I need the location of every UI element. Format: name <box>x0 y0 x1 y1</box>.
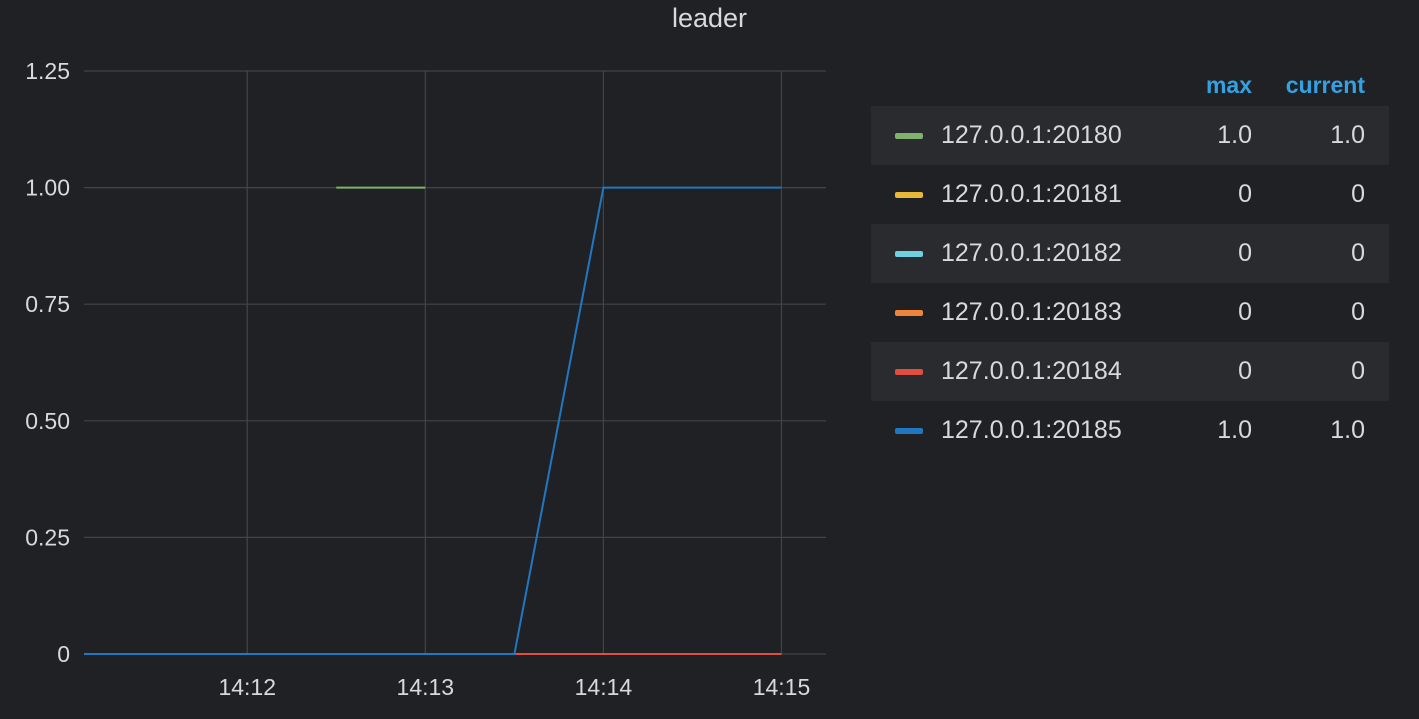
legend-item[interactable]: 127.0.0.1:20185 1.0 1.0 <box>871 401 1389 460</box>
legend-swatch[interactable] <box>895 369 923 375</box>
legend-current-value: 0 <box>1351 357 1365 385</box>
legend-max-value: 1.0 <box>1217 121 1252 149</box>
line-chart[interactable]: 0 0.25 0.50 0.75 1.00 1.25 14:12 14:13 14:14 14:1… <box>0 0 860 719</box>
legend-max-value: 0 <box>1238 239 1252 267</box>
panel-title: leader <box>671 3 748 33</box>
legend-max-value: 0 <box>1238 298 1252 326</box>
legend-item[interactable]: 127.0.0.1:20180 1.0 1.0 <box>871 106 1389 165</box>
legend-swatch[interactable] <box>895 192 923 198</box>
y-tick-label: 0.25 <box>25 524 70 550</box>
y-tick-label: 0.50 <box>25 408 70 434</box>
legend-series-name[interactable]: 127.0.0.1:20182 <box>941 239 1122 267</box>
legend-swatch[interactable] <box>895 251 923 257</box>
x-tick-label: 14:13 <box>397 674 455 700</box>
legend-item[interactable]: 127.0.0.1:20184 0 0 <box>871 342 1389 401</box>
x-tick-label: 14:12 <box>218 674 276 700</box>
legend-series-name[interactable]: 127.0.0.1:20181 <box>941 180 1122 208</box>
legend-current-value: 1.0 <box>1330 121 1365 149</box>
legend-max-value: 0 <box>1238 180 1252 208</box>
y-tick-label: 1.00 <box>25 175 70 201</box>
legend-swatch[interactable] <box>895 310 923 316</box>
legend-series-name[interactable]: 127.0.0.1:20180 <box>941 121 1122 149</box>
series-line[interactable] <box>84 186 782 655</box>
x-tick-label: 14:14 <box>575 674 633 700</box>
legend-current-value: 0 <box>1351 298 1365 326</box>
y-tick-label: 1.25 <box>25 58 70 84</box>
legend-header: max current <box>871 66 1389 106</box>
legend-series-name[interactable]: 127.0.0.1:20183 <box>941 298 1122 326</box>
legend-series-name[interactable]: 127.0.0.1:20185 <box>941 416 1122 444</box>
legend-swatch[interactable] <box>895 133 923 139</box>
legend-current-value: 0 <box>1351 180 1365 208</box>
legend-current-value: 0 <box>1351 239 1365 267</box>
legend-series-name[interactable]: 127.0.0.1:20184 <box>941 357 1122 385</box>
legend-max-value: 0 <box>1238 357 1252 385</box>
legend-max-value: 1.0 <box>1217 416 1252 444</box>
legend-swatch[interactable] <box>895 428 923 434</box>
legend-header-current[interactable]: current <box>1285 72 1365 98</box>
legend-header-max[interactable]: max <box>1205 72 1252 98</box>
legend: max current 127.0.0.1:20180 1.0 1.0 127.0.0… <box>871 66 1389 460</box>
y-tick-label: 0.75 <box>25 291 70 317</box>
legend-current-value: 1.0 <box>1330 416 1365 444</box>
legend-item[interactable]: 127.0.0.1:20181 0 0 <box>871 165 1389 224</box>
legend-item[interactable]: 127.0.0.1:20182 0 0 <box>871 224 1389 283</box>
x-tick-label: 14:15 <box>753 674 811 700</box>
y-tick-label: 0 <box>57 641 70 667</box>
legend-item[interactable]: 127.0.0.1:20183 0 0 <box>871 283 1389 342</box>
